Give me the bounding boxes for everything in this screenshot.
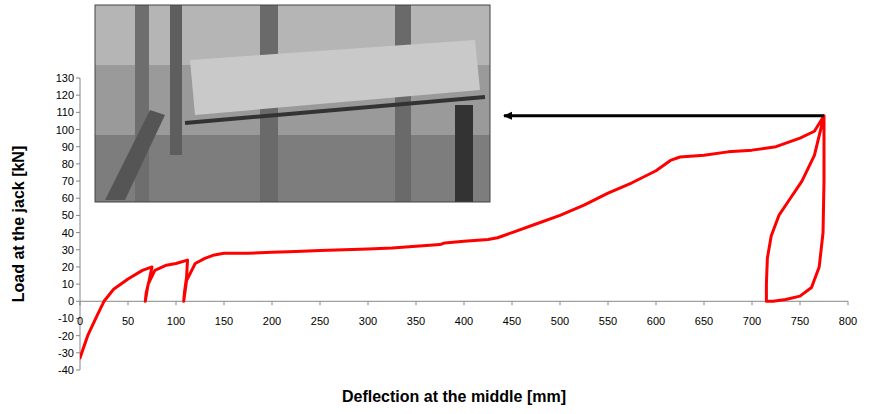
x-tick-label: 350 — [407, 315, 425, 327]
x-tick — [272, 301, 273, 305]
y-tick — [76, 232, 80, 233]
y-tick-label: -10 — [58, 312, 74, 324]
y-tick — [76, 284, 80, 285]
x-tick — [848, 301, 849, 305]
x-tick-label: 550 — [599, 315, 617, 327]
y-tick — [76, 215, 80, 216]
y-tick — [76, 163, 80, 164]
y-tick — [76, 266, 80, 267]
x-tick — [800, 301, 801, 305]
x-tick-label: 400 — [455, 315, 473, 327]
x-tick-label: 100 — [167, 315, 185, 327]
y-tick-label: 100 — [56, 124, 74, 136]
y-tick-label: 40 — [62, 227, 74, 239]
y-tick-label: 80 — [62, 158, 74, 170]
y-tick-label: 20 — [62, 261, 74, 273]
y-tick-label: 50 — [62, 209, 74, 221]
x-tick — [80, 301, 81, 305]
x-tick — [560, 301, 561, 305]
x-tick — [176, 301, 177, 305]
x-tick-label: 300 — [359, 315, 377, 327]
y-tick-label: 90 — [62, 141, 74, 153]
y-tick-label: 10 — [62, 278, 74, 290]
y-tick-label: 110 — [56, 106, 74, 118]
y-tick — [76, 95, 80, 96]
x-tick-label: 150 — [215, 315, 233, 327]
y-tick — [76, 370, 80, 371]
photo-inset — [95, 5, 490, 202]
x-tick — [704, 301, 705, 305]
y-tick-label: 70 — [62, 175, 74, 187]
x-tick — [656, 301, 657, 305]
x-tick-label: 450 — [503, 315, 521, 327]
y-tick — [76, 181, 80, 182]
y-tick-label: 30 — [62, 244, 74, 256]
x-tick-label: 800 — [839, 315, 857, 327]
x-tick-label: 500 — [551, 315, 569, 327]
y-tick — [76, 198, 80, 199]
y-tick-label: 60 — [62, 192, 74, 204]
x-tick-label: 250 — [311, 315, 329, 327]
y-tick — [76, 146, 80, 147]
x-tick — [368, 301, 369, 305]
y-tick-label: 120 — [56, 89, 74, 101]
x-tick — [752, 301, 753, 305]
x-tick-label: 50 — [122, 315, 134, 327]
y-tick — [76, 352, 80, 353]
y-tick-label: 0 — [68, 295, 74, 307]
y-tick — [76, 301, 80, 302]
x-tick — [416, 301, 417, 305]
arrow — [504, 114, 824, 117]
y-axis-title: Load at the jack [kN] — [10, 146, 27, 302]
y-tick-label: -20 — [58, 330, 74, 342]
y-tick-label: 130 — [56, 72, 74, 84]
x-tick — [128, 301, 129, 305]
x-tick — [320, 301, 321, 305]
y-tick-label: -30 — [58, 347, 74, 359]
x-tick-label: 750 — [791, 315, 809, 327]
y-tick — [76, 335, 80, 336]
x-tick — [512, 301, 513, 305]
chart: -40-30-20-100102030405060708090100110120… — [0, 0, 870, 414]
y-tick — [76, 112, 80, 113]
x-axis-title: Deflection at the middle [mm] — [342, 388, 566, 405]
y-tick — [76, 249, 80, 250]
x-tick — [224, 301, 225, 305]
x-tick-label: 700 — [743, 315, 761, 327]
plot-area — [80, 116, 824, 358]
x-tick — [608, 301, 609, 305]
x-tick-label: 650 — [695, 315, 713, 327]
x-tick-label: 200 — [263, 315, 281, 327]
x-tick-label: 0 — [77, 315, 83, 327]
y-tick — [76, 78, 80, 79]
x-tick — [464, 301, 465, 305]
load-deflection-line — [80, 116, 824, 358]
y-tick-label: -40 — [58, 364, 74, 376]
x-tick-label: 600 — [647, 315, 665, 327]
y-tick — [76, 129, 80, 130]
